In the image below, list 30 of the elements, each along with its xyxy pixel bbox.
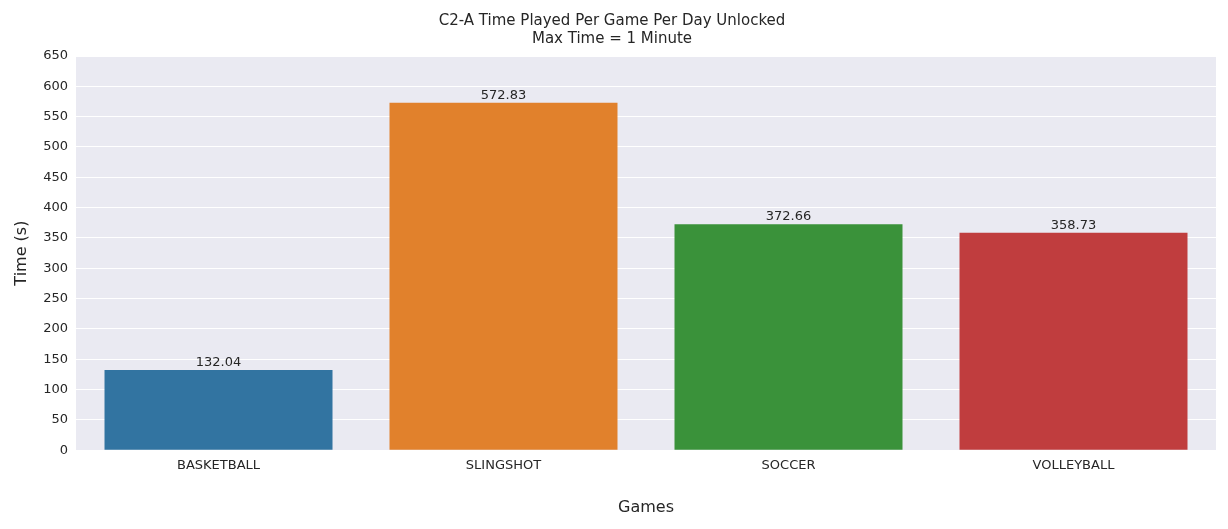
y-tick-label: 300 xyxy=(43,259,69,275)
bar xyxy=(104,370,333,450)
chart-subtitle: Max Time = 1 Minute xyxy=(531,28,693,47)
x-tick-label: VOLLEYBALL xyxy=(1032,457,1116,473)
y-tick-label: 400 xyxy=(43,198,69,214)
y-tick-label: 500 xyxy=(43,138,69,154)
data-label: 132.04 xyxy=(195,354,242,369)
x-tick-label: SLINGSHOT xyxy=(465,457,542,473)
data-label: 372.66 xyxy=(765,208,812,224)
x-tick-label: SOCCER xyxy=(761,457,816,473)
y-tick-label: 100 xyxy=(43,380,69,396)
y-tick-label: 200 xyxy=(43,320,69,336)
y-tick-label: 350 xyxy=(43,229,69,245)
y-axis-title: Time (s) xyxy=(10,220,30,287)
y-tick-label: 250 xyxy=(43,289,69,305)
bar xyxy=(389,102,618,450)
bar xyxy=(959,232,1188,450)
y-tick-label: 0 xyxy=(59,441,69,457)
x-tick-label: BASKETBALL xyxy=(176,457,261,473)
bar xyxy=(674,224,903,450)
y-tick-label: 150 xyxy=(43,350,69,366)
chart-title: C2-A Time Played Per Game Per Day Unlocked xyxy=(438,10,786,29)
y-tick-label: 50 xyxy=(51,411,69,427)
y-tick-label: 450 xyxy=(43,168,69,184)
y-tick-label: 650 xyxy=(43,47,69,63)
data-label: 358.73 xyxy=(1050,216,1097,232)
x-axis-title: Games xyxy=(618,496,674,516)
y-tick-label: 550 xyxy=(43,108,69,124)
y-tick-label: 600 xyxy=(43,77,69,93)
data-label: 572.83 xyxy=(480,86,527,102)
